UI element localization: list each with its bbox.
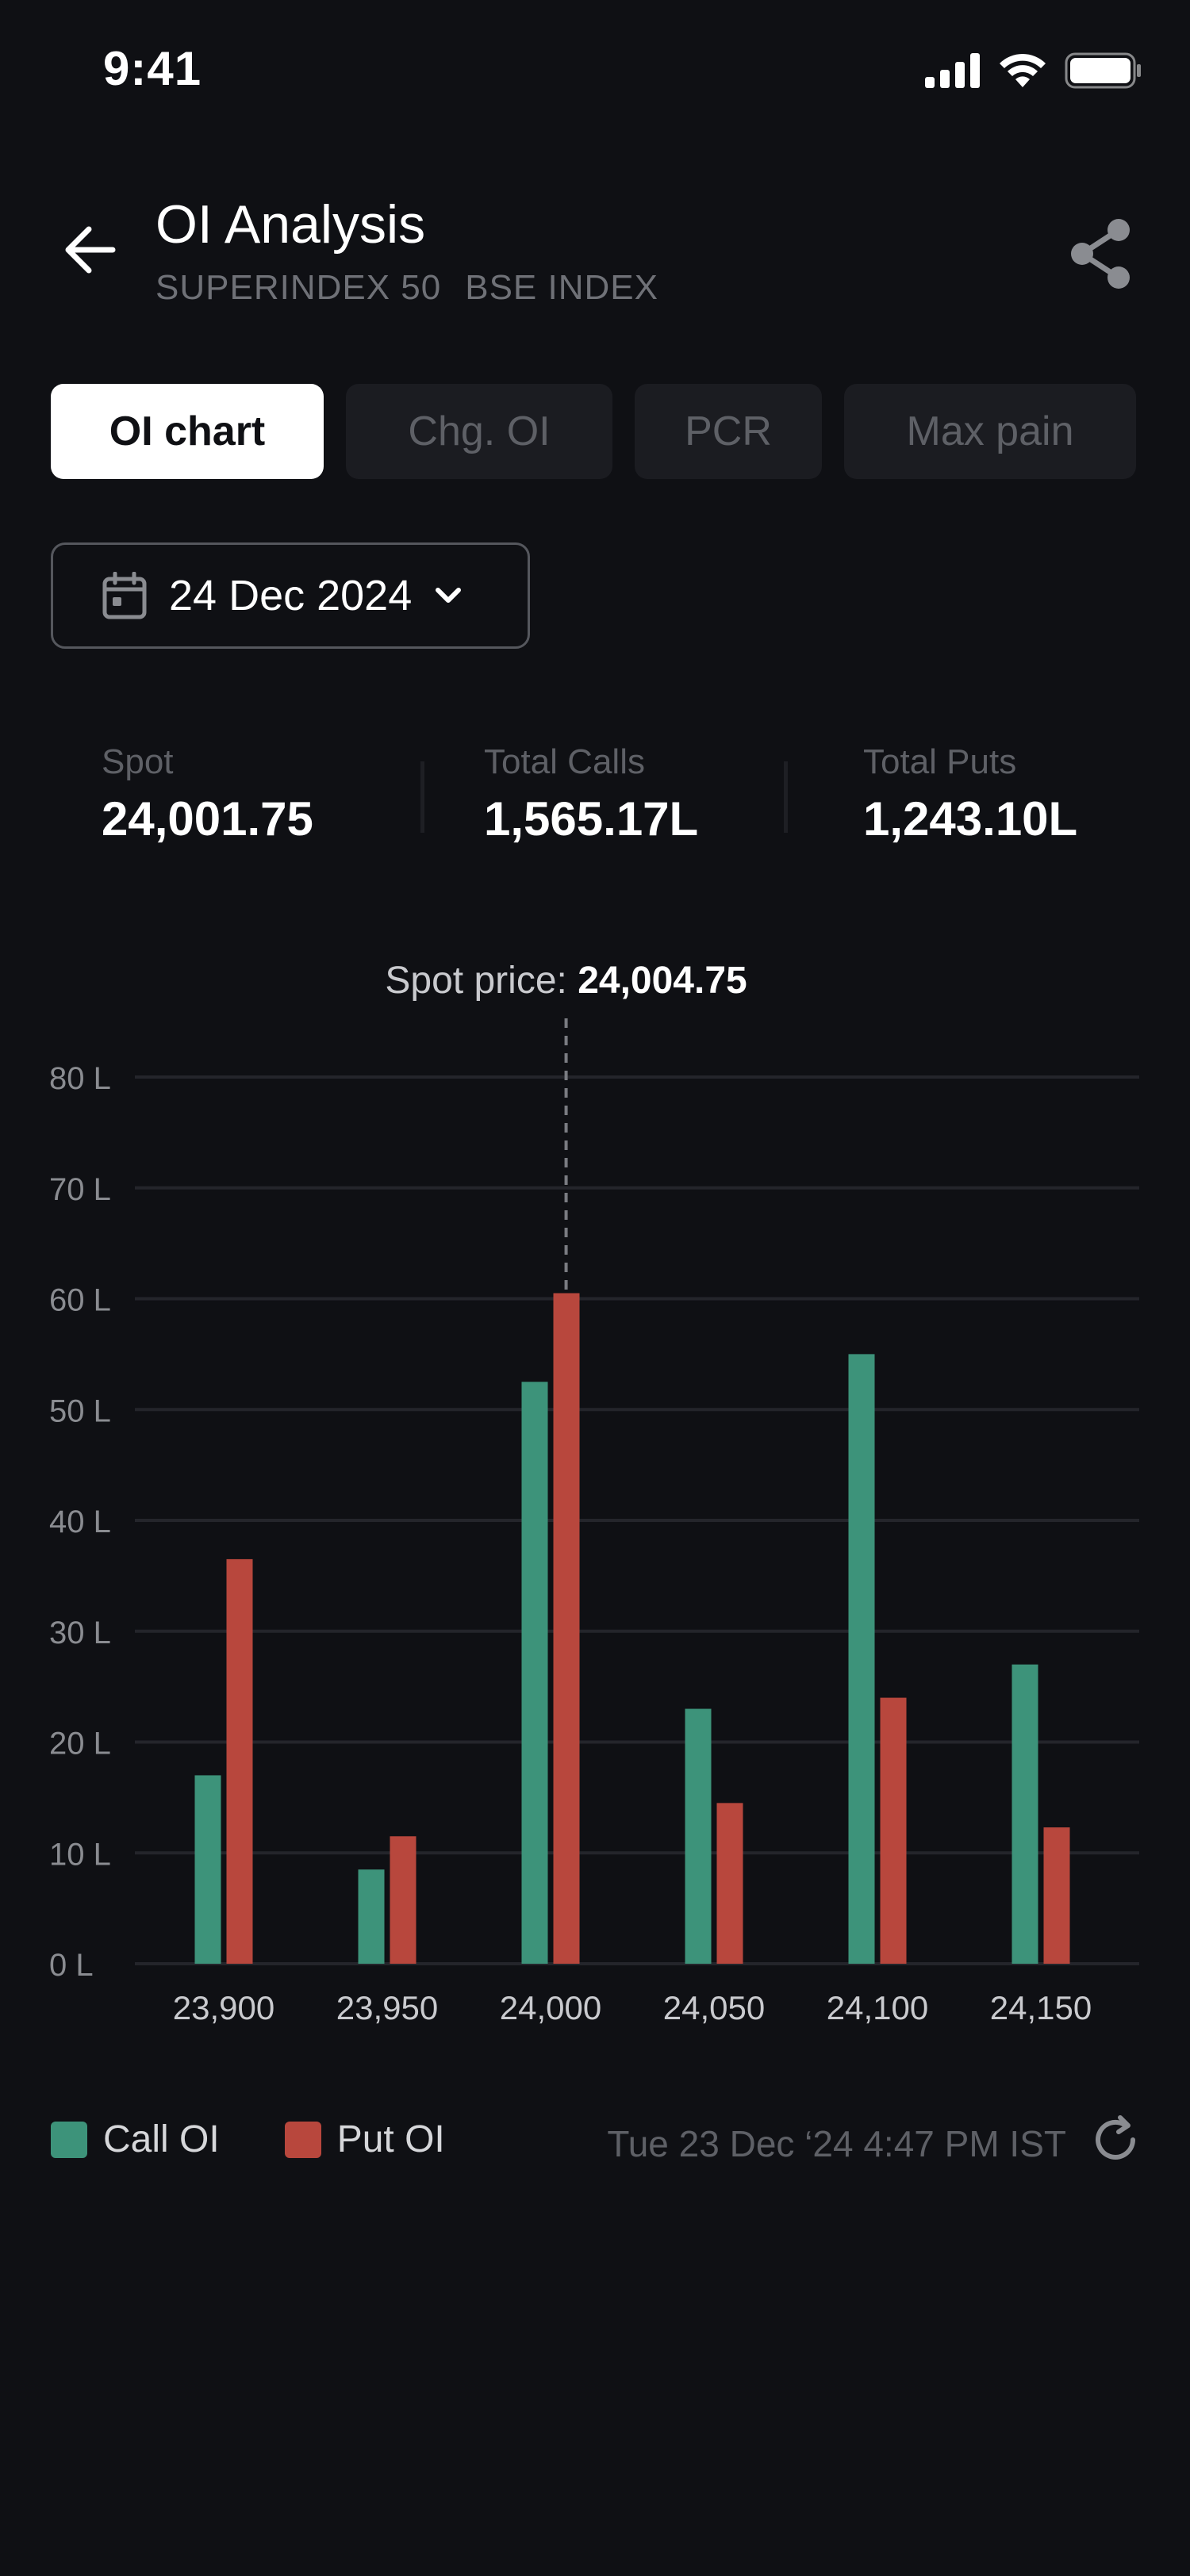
back-button[interactable] — [62, 222, 117, 278]
oi-bar-chart: 0 L 10 L 20 L 30 L 40 L 50 L 60 L 70 L 80 L 23,90… — [49, 960, 1139, 2026]
status-time: 9:41 — [103, 42, 202, 95]
x-tick-label: 24,100 — [827, 1989, 928, 2026]
y-tick-label: 40 L — [49, 1505, 111, 1539]
page-subtitle: SUPERINDEX 50 BSE INDEX — [155, 268, 658, 308]
call-oi-bar — [358, 1869, 385, 1964]
x-tick-label: 23,950 — [336, 1989, 438, 2026]
stat-total-calls: Total Calls 1,565.17L — [484, 742, 698, 846]
x-tick-label: 24,150 — [990, 1989, 1092, 2026]
call-oi-swatch — [51, 2121, 87, 2158]
stat-label: Spot — [102, 742, 174, 781]
status-icons — [925, 52, 1142, 89]
tab-max-pain[interactable]: Max pain — [844, 384, 1136, 479]
stat-divider — [420, 761, 424, 833]
refresh-icon — [1096, 2115, 1135, 2160]
stat-divider — [784, 761, 788, 833]
signal-icon — [925, 53, 980, 88]
stat-label: Total Calls — [484, 742, 645, 781]
put-oi-bar — [553, 1293, 580, 1964]
call-oi-bar — [848, 1354, 875, 1964]
y-tick-label: 30 L — [49, 1616, 111, 1650]
put-oi-bar — [1043, 1827, 1070, 1964]
stat-spot: Spot 24,001.75 — [102, 742, 313, 846]
tab-oi-chart[interactable]: OI chart — [51, 384, 324, 479]
spot-price-caption: Spot price: — [385, 960, 578, 1002]
battery-icon — [1065, 52, 1141, 89]
calendar-icon — [102, 572, 147, 619]
stat-value: 24,001.75 — [102, 792, 313, 845]
stat-value: 1,565.17L — [484, 792, 699, 845]
chevron-down-icon — [436, 588, 462, 603]
share-button[interactable] — [1066, 217, 1134, 290]
call-oi-bar — [521, 1382, 548, 1964]
legend-label: Put OI — [336, 2118, 445, 2160]
y-tick-label: 0 L — [49, 1948, 94, 1983]
arrow-left-icon — [65, 226, 116, 274]
analysis-tabs: OI chart Chg. OI PCR Max pain — [51, 384, 1136, 479]
stat-total-puts: Total Puts 1,243.10L — [863, 742, 1077, 846]
call-oi-bar — [194, 1775, 221, 1964]
put-oi-bar — [716, 1803, 743, 1964]
expiry-date-dropdown[interactable]: 24 Dec 2024 — [51, 542, 530, 649]
y-tick-label: 20 L — [49, 1727, 111, 1761]
legend-put-oi: Put OI — [284, 2118, 445, 2161]
put-oi-bar — [226, 1558, 253, 1964]
stat-label: Total Puts — [863, 742, 1017, 781]
legend-call-oi: Call OI — [51, 2118, 220, 2161]
call-oi-bar — [1012, 1664, 1038, 1964]
y-tick-label: 80 L — [49, 1061, 111, 1096]
y-tick-label: 70 L — [49, 1172, 111, 1207]
share-icon — [1071, 219, 1130, 289]
refresh-button[interactable] — [1090, 2114, 1141, 2165]
y-tick-label: 10 L — [49, 1837, 111, 1872]
x-tick-label: 24,000 — [500, 1989, 601, 2026]
chart-legend: Call OI Put OI — [51, 2118, 510, 2161]
legend-label: Call OI — [103, 2118, 220, 2160]
last-updated: Tue 23 Dec ‘24 4:47 PM IST — [607, 2123, 1066, 2164]
selected-date: 24 Dec 2024 — [169, 572, 413, 619]
index-name: SUPERINDEX 50 — [155, 268, 442, 307]
tab-change-oi[interactable]: Chg. OI — [346, 384, 612, 479]
page-title: OI Analysis — [155, 194, 426, 255]
y-tick-label: 50 L — [49, 1393, 111, 1428]
spot-price-label: Spot price: 24,004.75 — [385, 960, 747, 1002]
x-tick-label: 24,050 — [663, 1989, 765, 2026]
exchange-name: BSE INDEX — [465, 268, 658, 307]
wifi-icon — [1000, 53, 1046, 87]
tab-pcr[interactable]: PCR — [635, 384, 822, 479]
put-oi-swatch — [284, 2121, 321, 2158]
y-tick-label: 60 L — [49, 1283, 111, 1318]
put-oi-bar — [390, 1836, 416, 1964]
call-oi-bar — [685, 1708, 712, 1964]
spot-price-value: 24,004.75 — [578, 960, 747, 1002]
x-tick-label: 23,900 — [173, 1989, 274, 2026]
stat-value: 1,243.10L — [863, 792, 1078, 845]
put-oi-bar — [880, 1697, 907, 1964]
